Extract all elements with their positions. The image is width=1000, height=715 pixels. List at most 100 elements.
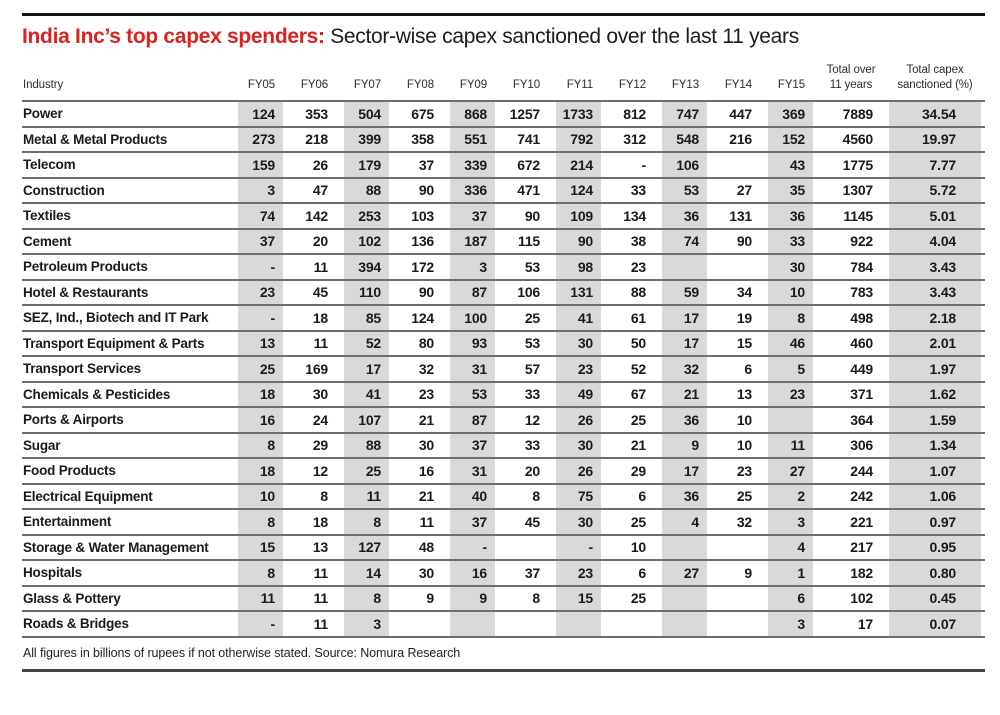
cell-fy12: 67: [605, 380, 658, 408]
cell-total: 102: [817, 584, 885, 612]
cell-industry: Sugar: [22, 431, 234, 459]
cell-fy13: 32: [658, 355, 711, 382]
cell-total: 17: [817, 610, 885, 638]
cell-pct: 2.18: [885, 304, 985, 331]
cell-fy05: 18: [234, 457, 287, 484]
cell-fy15: 36: [764, 202, 817, 229]
column-header-industry: Industry: [23, 79, 64, 92]
cell-fy10: 33: [499, 431, 552, 459]
cell-fy14: [711, 253, 764, 280]
cell-fy14: 447: [711, 100, 764, 127]
cell-fy07: 102: [340, 227, 393, 255]
cell-fy15: 5: [764, 355, 817, 382]
cell-fy12: 812: [605, 100, 658, 127]
cell-pct: 2.01: [885, 329, 985, 357]
cell-fy07: 8: [340, 508, 393, 535]
cell-fy14: 131: [711, 202, 764, 229]
cell-fy10: 20: [499, 457, 552, 484]
cell-fy15: 27: [764, 457, 817, 484]
cell-fy10: 8: [499, 482, 552, 510]
cell-fy06: 18: [287, 508, 340, 535]
cell-fy14: 6: [711, 355, 764, 382]
cell-fy11: 30: [552, 329, 605, 357]
cell-fy09: 37: [446, 508, 499, 535]
capex-table: Industry FY05 FY06 FY07 FY08 FY09 FY10 FY11 FY12…: [22, 59, 985, 638]
cell-fy09: 37: [446, 202, 499, 229]
cell-industry: Chemicals & Pesticides: [22, 380, 234, 408]
cell-fy06: 12: [287, 457, 340, 484]
cell-fy14: 9: [711, 559, 764, 586]
cell-fy11: -: [552, 533, 605, 561]
cell-fy07: 179: [340, 151, 393, 178]
cell-fy07: 88: [340, 176, 393, 204]
cell-fy05: 23: [234, 278, 287, 306]
cell-fy12: 52: [605, 355, 658, 382]
cell-fy12: 25: [605, 406, 658, 433]
cell-pct: 0.95: [885, 533, 985, 561]
cell-fy10: 33: [499, 380, 552, 408]
cell-fy08: 358: [393, 125, 446, 153]
cell-fy07: 88: [340, 431, 393, 459]
cell-fy12: 10: [605, 533, 658, 561]
cell-fy08: 23: [393, 380, 446, 408]
cell-fy11: 26: [552, 406, 605, 433]
cell-total: 7889: [817, 100, 885, 127]
cell-fy09: [446, 610, 499, 638]
cell-fy08: 21: [393, 406, 446, 433]
column-header-fy07: FY07: [353, 79, 381, 92]
cell-fy07: 14: [340, 559, 393, 586]
table-row: Metal & Metal Products 273 218 399 358 551 741…: [22, 125, 985, 153]
table-row: Glass & Pottery 11 11 8 9 9 8 15 25 6 102 0.45: [22, 584, 985, 612]
table-row: Textiles 74 142 253 103 37 90 109 134 36 131 36 1145…: [22, 202, 985, 229]
cell-fy07: 253: [340, 202, 393, 229]
cell-fy14: 32: [711, 508, 764, 535]
cell-fy09: 16: [446, 559, 499, 586]
column-header-fy09: FY09: [459, 79, 487, 92]
cell-total: 460: [817, 329, 885, 357]
cell-fy06: 18: [287, 304, 340, 331]
cell-total: 498: [817, 304, 885, 331]
cell-fy11: [552, 610, 605, 638]
cell-fy13: 36: [658, 202, 711, 229]
cell-total: 371: [817, 380, 885, 408]
cell-fy11: 131: [552, 278, 605, 306]
column-header-fy12: FY12: [618, 79, 646, 92]
column-header-fy15: FY15: [777, 79, 805, 92]
cell-fy07: 110: [340, 278, 393, 306]
cell-total: 449: [817, 355, 885, 382]
cell-fy09: -: [446, 533, 499, 561]
cell-fy06: 142: [287, 202, 340, 229]
cell-fy05: 8: [234, 559, 287, 586]
cell-fy15: 4: [764, 533, 817, 561]
cell-pct: 1.34: [885, 431, 985, 459]
cell-fy09: 31: [446, 355, 499, 382]
cell-fy10: 471: [499, 176, 552, 204]
cell-fy13: 36: [658, 406, 711, 433]
cell-fy05: -: [234, 304, 287, 331]
cell-fy09: 37: [446, 431, 499, 459]
cell-fy07: 3: [340, 610, 393, 638]
cell-fy07: 11: [340, 482, 393, 510]
cell-fy15: 3: [764, 610, 817, 638]
cell-fy13: 9: [658, 431, 711, 459]
cell-pct: 1.97: [885, 355, 985, 382]
cell-fy12: 61: [605, 304, 658, 331]
cell-fy12: 312: [605, 125, 658, 153]
column-header-fy10: FY10: [512, 79, 540, 92]
cell-fy06: 353: [287, 100, 340, 127]
cell-fy10: [499, 533, 552, 561]
cell-fy08: 103: [393, 202, 446, 229]
cell-fy10: 8: [499, 584, 552, 612]
cell-fy13: 747: [658, 100, 711, 127]
cell-pct: 0.07: [885, 610, 985, 638]
cell-fy06: 30: [287, 380, 340, 408]
cell-fy14: 23: [711, 457, 764, 484]
cell-fy13: 21: [658, 380, 711, 408]
page-title-subtitle: Sector-wise capex sanctioned over the la…: [324, 25, 799, 48]
cell-fy13: 548: [658, 125, 711, 153]
cell-fy09: 100: [446, 304, 499, 331]
cell-fy14: [711, 151, 764, 178]
table-row: Petroleum Products -11 394 172 3 53 98 23 30 784 3…: [22, 253, 985, 280]
capex-table-header: Industry FY05 FY06 FY07 FY08 FY09 FY10 FY11 FY12…: [22, 59, 985, 101]
cell-industry: Textiles: [22, 202, 234, 229]
